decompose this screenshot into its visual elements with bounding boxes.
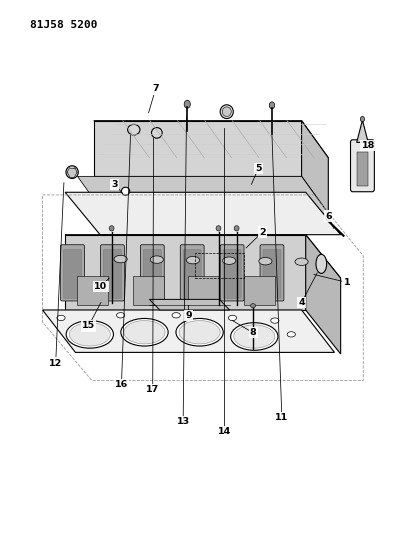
FancyBboxPatch shape xyxy=(143,249,161,298)
Text: 5: 5 xyxy=(254,164,261,173)
Text: 10: 10 xyxy=(94,282,107,291)
Polygon shape xyxy=(305,235,340,354)
Text: 13: 13 xyxy=(176,417,189,426)
Polygon shape xyxy=(94,120,301,176)
Text: 4: 4 xyxy=(297,298,304,307)
Text: 81J58 5200: 81J58 5200 xyxy=(30,20,97,30)
Ellipse shape xyxy=(234,225,238,231)
Text: 16: 16 xyxy=(114,379,128,389)
Text: 7: 7 xyxy=(152,84,159,93)
Text: 6: 6 xyxy=(324,212,331,221)
Ellipse shape xyxy=(176,318,223,346)
Polygon shape xyxy=(324,216,328,220)
FancyBboxPatch shape xyxy=(183,249,201,298)
FancyBboxPatch shape xyxy=(223,249,240,298)
FancyBboxPatch shape xyxy=(60,245,84,301)
Bar xyxy=(188,276,219,305)
Ellipse shape xyxy=(66,166,78,179)
Polygon shape xyxy=(94,120,328,158)
Text: 18: 18 xyxy=(361,141,374,150)
FancyBboxPatch shape xyxy=(220,245,243,301)
Ellipse shape xyxy=(359,116,363,122)
Ellipse shape xyxy=(121,318,168,346)
Text: 14: 14 xyxy=(217,427,230,437)
Polygon shape xyxy=(65,235,340,278)
FancyBboxPatch shape xyxy=(180,245,204,301)
FancyBboxPatch shape xyxy=(259,245,283,301)
Text: 12: 12 xyxy=(49,359,62,367)
FancyBboxPatch shape xyxy=(100,245,124,301)
Ellipse shape xyxy=(123,320,165,344)
Polygon shape xyxy=(43,310,334,352)
Ellipse shape xyxy=(233,325,274,348)
Ellipse shape xyxy=(230,322,277,350)
Ellipse shape xyxy=(151,127,162,138)
Polygon shape xyxy=(65,192,340,235)
Text: 8: 8 xyxy=(249,328,256,337)
Ellipse shape xyxy=(258,257,271,265)
Ellipse shape xyxy=(222,107,231,116)
FancyBboxPatch shape xyxy=(262,249,280,298)
Polygon shape xyxy=(77,176,328,214)
Ellipse shape xyxy=(287,332,295,337)
Text: 17: 17 xyxy=(146,385,159,394)
Ellipse shape xyxy=(268,102,274,109)
Polygon shape xyxy=(65,235,305,310)
Ellipse shape xyxy=(315,254,326,273)
Ellipse shape xyxy=(228,316,236,320)
Ellipse shape xyxy=(220,105,233,118)
Ellipse shape xyxy=(250,304,255,308)
Ellipse shape xyxy=(150,256,163,263)
Bar xyxy=(243,276,274,305)
Ellipse shape xyxy=(69,322,110,346)
Bar xyxy=(133,276,164,305)
FancyBboxPatch shape xyxy=(63,249,81,298)
Ellipse shape xyxy=(116,313,124,318)
Ellipse shape xyxy=(216,225,221,231)
Ellipse shape xyxy=(109,225,114,231)
Text: 15: 15 xyxy=(82,321,95,330)
Text: 11: 11 xyxy=(275,413,288,422)
Ellipse shape xyxy=(178,320,220,344)
Bar xyxy=(194,253,243,278)
Ellipse shape xyxy=(294,258,307,265)
Bar xyxy=(77,276,108,305)
Ellipse shape xyxy=(57,316,65,320)
FancyBboxPatch shape xyxy=(140,245,164,301)
Ellipse shape xyxy=(172,313,180,318)
Ellipse shape xyxy=(222,257,235,264)
Ellipse shape xyxy=(114,255,127,263)
Polygon shape xyxy=(301,120,328,214)
Text: 9: 9 xyxy=(185,311,191,320)
Polygon shape xyxy=(356,120,367,142)
Polygon shape xyxy=(149,300,229,310)
Ellipse shape xyxy=(186,256,199,264)
Text: 2: 2 xyxy=(259,228,265,237)
FancyBboxPatch shape xyxy=(103,249,121,298)
Ellipse shape xyxy=(127,124,140,135)
Text: 3: 3 xyxy=(111,180,117,189)
FancyBboxPatch shape xyxy=(350,140,373,192)
Text: 1: 1 xyxy=(343,278,349,287)
Bar xyxy=(356,152,367,186)
Ellipse shape xyxy=(270,318,278,323)
Ellipse shape xyxy=(121,187,129,195)
Ellipse shape xyxy=(66,320,113,348)
Ellipse shape xyxy=(184,100,190,108)
